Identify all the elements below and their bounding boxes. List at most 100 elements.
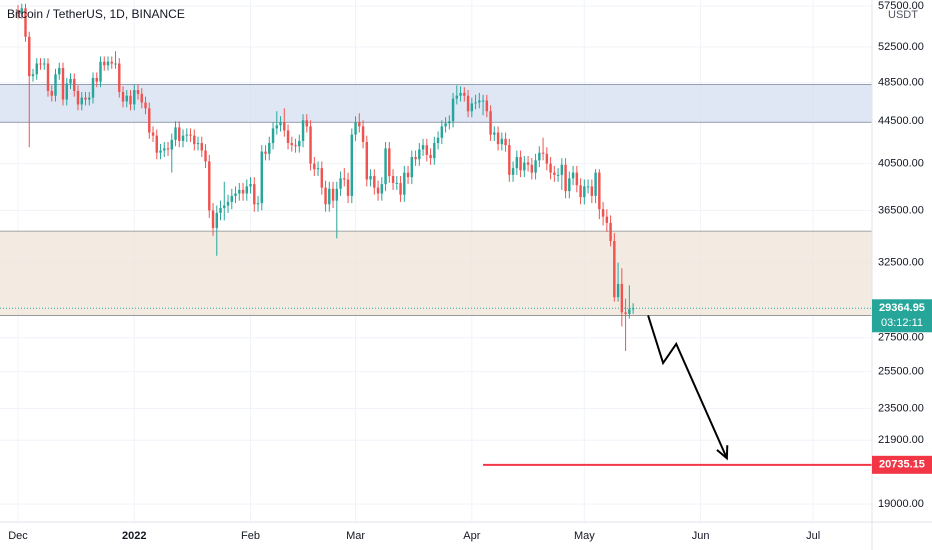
candle-body (579, 185, 582, 198)
candle-body (264, 151, 267, 154)
candle-body (459, 92, 462, 96)
candle-body (523, 162, 526, 171)
candle-body (601, 209, 605, 217)
candle-body (343, 178, 346, 180)
y-tick-label: 19000.00 (878, 498, 924, 510)
x-tick-label: Mar (346, 530, 365, 542)
candle-body (568, 178, 571, 192)
candle-body (88, 97, 91, 100)
candle-body (481, 100, 485, 102)
candle-body (125, 95, 128, 102)
candle-body (35, 63, 38, 75)
candle-body (414, 157, 417, 160)
candle-body (69, 78, 72, 84)
candle-body (515, 157, 519, 169)
candle-body (196, 143, 200, 145)
currency-box (885, 5, 921, 23)
candle-body (519, 157, 522, 171)
candle-body (268, 143, 271, 154)
candle-body (189, 134, 192, 136)
candle-body (294, 145, 297, 147)
candle-body (46, 63, 50, 91)
candle-body (478, 100, 481, 103)
candle-body (628, 309, 631, 314)
candle-body (91, 77, 95, 98)
candle-body (185, 134, 188, 136)
y-tick-label: 21900.00 (878, 434, 924, 446)
candle-body (541, 152, 545, 154)
candle-body (140, 93, 143, 103)
candle-body (564, 164, 567, 192)
candle-body (16, 9, 20, 14)
candle-body (354, 122, 357, 135)
x-tick-label: Jul (806, 530, 820, 542)
candle-body (316, 168, 320, 170)
candle-body (28, 36, 31, 77)
candle-body (613, 241, 616, 298)
candle-body (485, 100, 489, 112)
candle-body (178, 127, 181, 141)
candle-body (534, 160, 537, 173)
candle-body (204, 150, 207, 162)
candle-body (511, 168, 515, 175)
arrow-head (716, 445, 729, 461)
candle-body (616, 283, 620, 298)
candle-body (43, 63, 46, 65)
candle-body (114, 63, 117, 65)
x-tick-label: Jun (692, 530, 710, 542)
candle-body (493, 132, 496, 135)
candle-body (99, 61, 102, 82)
candle-body (298, 140, 301, 147)
candle-body (170, 139, 173, 150)
candle-body (346, 179, 350, 196)
forecast-arrow (647, 315, 728, 459)
x-tick-label: Feb (241, 530, 260, 542)
candle-body (470, 103, 474, 112)
candle-body (583, 186, 586, 198)
candle-body (474, 102, 477, 104)
candle-body (121, 91, 125, 102)
candle-body (395, 182, 399, 184)
candle-body (331, 188, 335, 201)
chart-title: Bitcoin / TetherUS, 1D, BINANCE (7, 7, 185, 21)
candle-body (388, 148, 391, 177)
candle-body (238, 189, 241, 194)
candle-body (103, 61, 106, 66)
candle-body (556, 174, 560, 176)
x-tick-label: May (574, 530, 595, 542)
x-tick-label: 2022 (122, 530, 146, 542)
candle-body (241, 189, 245, 194)
zone (0, 231, 872, 316)
candle-body (489, 111, 492, 135)
y-tick-label: 32500.00 (878, 257, 924, 269)
candle-body (313, 163, 316, 170)
candle-body (526, 162, 530, 165)
candle-body (406, 172, 410, 178)
candle-body (350, 134, 354, 196)
candle-body (575, 172, 579, 186)
candle-body (440, 126, 444, 138)
candle-body (305, 120, 309, 127)
candle-body (129, 95, 132, 105)
candle-body (219, 207, 222, 213)
candle-body (309, 126, 312, 164)
candle-body (54, 74, 57, 96)
candle-body (211, 210, 215, 229)
candle-body (24, 8, 27, 37)
candle-body (275, 125, 279, 129)
candle-body (215, 212, 218, 229)
y-tick-label: 27500.00 (878, 332, 924, 344)
candle-body (110, 61, 113, 64)
candle-body (339, 178, 342, 189)
y-tick-label: 40500.00 (878, 158, 924, 170)
y-tick-label: 57500.00 (878, 0, 924, 12)
candle-body (320, 168, 324, 188)
candle-body (256, 203, 260, 205)
candle-body (605, 216, 609, 223)
candle-body (504, 138, 507, 146)
candle-body (286, 130, 290, 144)
candle-body (208, 161, 211, 211)
candle-body (369, 176, 372, 180)
plot-area (0, 0, 872, 522)
